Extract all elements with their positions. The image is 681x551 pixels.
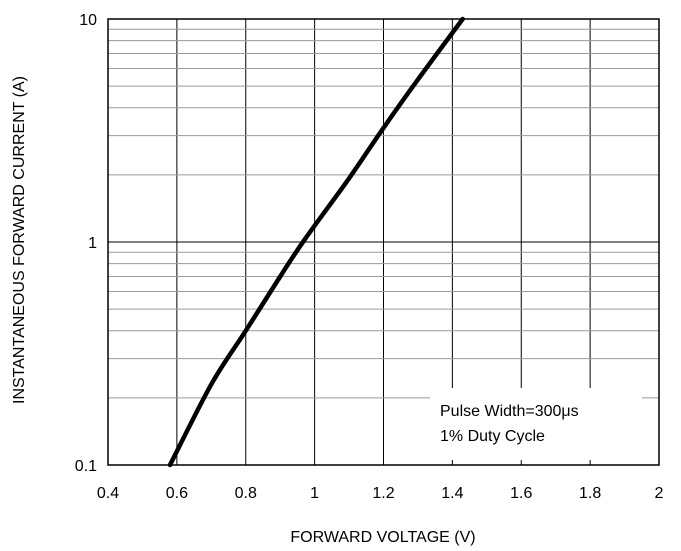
x-tick-label: 2 (655, 485, 664, 502)
annotation-box (430, 388, 642, 460)
y-tick-label: 10 (79, 12, 97, 29)
series-layer (167, 16, 465, 468)
annotation-duty-cycle: 1% Duty Cycle (440, 428, 545, 445)
x-tick-label: 0.8 (235, 485, 257, 502)
y-axis-label: INSTANTANEOUS FORWARD CURRENT (A) (11, 76, 28, 404)
series-line (167, 16, 465, 468)
y-tick-label: 0.1 (75, 458, 97, 475)
x-axis-label: FORWARD VOLTAGE (V) (290, 529, 475, 546)
y-tick-label: 1 (88, 235, 97, 252)
x-tick-label: 1.8 (579, 485, 601, 502)
grid (108, 19, 659, 465)
x-tick-label: 0.4 (97, 485, 119, 502)
annotation-pulse-width: Pulse Width=300μs (440, 403, 579, 420)
x-tick-label: 1.2 (372, 485, 394, 502)
x-tick-label: 0.6 (166, 485, 188, 502)
x-tick-label: 1.6 (510, 485, 532, 502)
x-tick-label: 1 (310, 485, 319, 502)
tick-labels: 0.4 0.6 0.8 1 1.2 1.4 1.6 1.8 2 0.1 1 10 (75, 12, 664, 502)
x-tick-label: 1.4 (441, 485, 463, 502)
plot-frame (107, 18, 660, 466)
